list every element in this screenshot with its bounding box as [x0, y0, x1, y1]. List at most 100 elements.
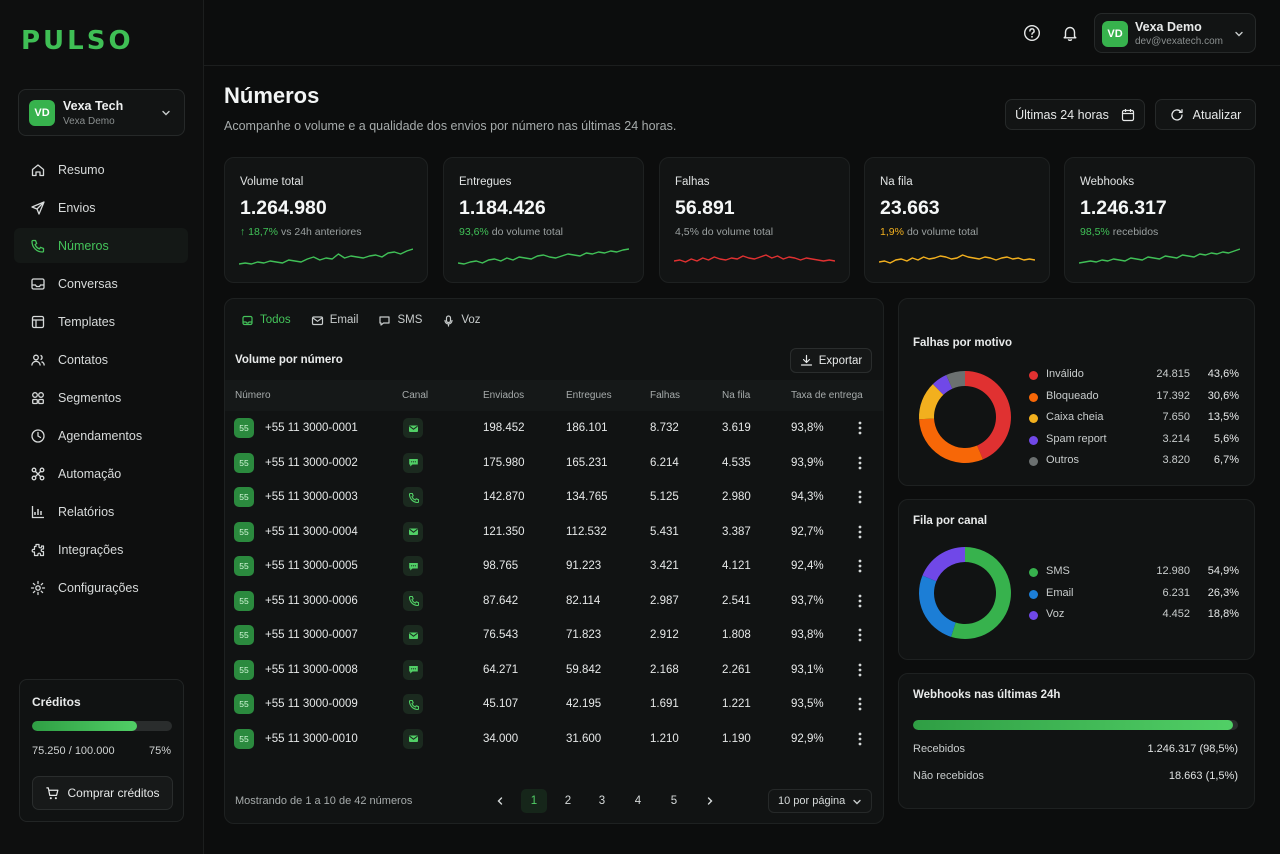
sent-count: 87.642	[483, 594, 519, 607]
refresh-button[interactable]: Atualizar	[1155, 99, 1256, 130]
bell-icon[interactable]	[1061, 24, 1079, 42]
more-options-icon[interactable]	[857, 696, 863, 712]
donut-slice-email[interactable]	[919, 575, 956, 637]
org-switcher[interactable]: VD Vexa Tech Vexa Demo	[18, 89, 185, 136]
more-options-icon[interactable]	[857, 593, 863, 609]
sidebar-item-segments[interactable]: Segmentos	[14, 380, 188, 415]
tab-sms[interactable]: SMS	[378, 312, 422, 328]
more-options-icon[interactable]	[857, 662, 863, 678]
more-options-icon[interactable]	[857, 524, 863, 540]
table-row[interactable]: 55 +55 11 3000-0009 45.107 42.195 1.691 1.221…	[225, 687, 883, 722]
sidebar-item-home[interactable]: Resumo	[14, 152, 188, 187]
column-header[interactable]: Falhas	[650, 390, 681, 401]
kpi-highlight: 1,9%	[880, 226, 904, 238]
channel-badge	[403, 590, 423, 611]
sidebar-item-phone[interactable]: Números	[14, 228, 188, 263]
donut-slice-outros[interactable]	[946, 371, 965, 389]
more-options-icon[interactable]	[857, 489, 863, 505]
legend-label: Spam report	[1046, 432, 1107, 445]
buy-credits-label: Comprar créditos	[67, 786, 160, 800]
more-options-icon[interactable]	[857, 731, 863, 747]
donut-slice-voz[interactable]	[922, 547, 965, 582]
failed-count: 2.912	[650, 629, 679, 641]
more-options-icon[interactable]	[857, 627, 863, 643]
donut-slice-spam-report[interactable]	[932, 375, 953, 395]
sidebar-item-gear[interactable]: Configurações	[14, 570, 188, 605]
sidebar-item-inbox[interactable]: Conversas	[14, 266, 188, 301]
queue-donut-chart	[919, 547, 1011, 639]
per-page-select[interactable]: 10 por página	[768, 789, 872, 813]
more-options-icon[interactable]	[857, 558, 863, 574]
kpi-value: 23.663	[880, 197, 940, 219]
user-avatar: VD	[1102, 21, 1128, 47]
next-page-button[interactable]	[697, 789, 723, 813]
automation-icon	[31, 467, 45, 480]
tab-voz[interactable]: Voz	[442, 312, 481, 328]
export-button[interactable]: Exportar	[790, 348, 872, 373]
donut-slice-bloqueado[interactable]	[919, 418, 983, 463]
sidebar-item-clock[interactable]: Agendamentos	[14, 418, 188, 453]
column-header[interactable]: Canal	[402, 390, 429, 401]
table-row[interactable]: 55 +55 11 3000-0010 34.000 31.600 1.210 1.190…	[225, 722, 883, 757]
table-row[interactable]: 55 +55 11 3000-0007 76.543 71.823 2.912 1.808…	[225, 618, 883, 653]
user-menu[interactable]: VD Vexa Demo dev@vexatech.com	[1094, 13, 1256, 53]
sent-count: 142.870	[483, 491, 525, 503]
page-5-button[interactable]: 5	[670, 795, 678, 807]
legend-label: Inválido	[1046, 368, 1084, 380]
sidebar-item-chart[interactable]: Relatórios	[14, 494, 188, 529]
failed-count: 5.125	[650, 491, 679, 503]
webhooks-card: Webhooks nas últimas 24h Recebidos 1.246…	[898, 673, 1255, 809]
donut-slice-caixa-cheia[interactable]	[919, 384, 944, 420]
column-header[interactable]: Na fila	[722, 390, 751, 401]
table-row[interactable]: 55 +55 11 3000-0003 142.870 134.765 5.125 2.9…	[225, 480, 883, 515]
sidebar-item-puzzle[interactable]: Integrações	[14, 532, 188, 567]
buy-credits-button[interactable]: Comprar créditos	[32, 776, 173, 810]
donut-slice-inválido[interactable]	[965, 371, 1011, 460]
sidebar-item-template[interactable]: Templates	[14, 304, 188, 339]
more-options-icon[interactable]	[857, 455, 863, 471]
tab-email[interactable]: Email	[311, 312, 358, 328]
more-options-icon[interactable]	[857, 420, 863, 436]
legend-percent: 5,6%	[1213, 432, 1239, 445]
legend-label: Outros	[1046, 454, 1080, 466]
table-row[interactable]: 55 +55 11 3000-0004 121.350 112.532 5.431 3.3…	[225, 515, 883, 550]
column-header[interactable]: Taxa de entrega	[791, 390, 863, 401]
kpi-value: 1.264.980	[240, 197, 327, 219]
page-2-button[interactable]: 2	[564, 795, 572, 807]
donut-slice-sms[interactable]	[951, 547, 1011, 639]
column-header[interactable]: Entregues	[566, 390, 612, 401]
tab-todos[interactable]: Todos	[241, 312, 291, 328]
table-row[interactable]: 55 +55 11 3000-0008 64.271 59.842 2.168 2.261…	[225, 653, 883, 688]
column-header[interactable]: Enviados	[483, 390, 525, 401]
page-1-button[interactable]: 1	[521, 789, 547, 813]
chevron-left-icon	[497, 797, 503, 805]
date-range-label: Últimas 24 horas	[1015, 107, 1109, 122]
date-range-picker[interactable]: Últimas 24 horas	[1005, 99, 1145, 130]
sent-count: 98.765	[483, 560, 519, 572]
inbox-icon	[31, 277, 45, 290]
kpi-note-text: recebidos	[1112, 226, 1159, 238]
table-row[interactable]: 55 +55 11 3000-0005 98.765 91.223 3.421 4.121…	[225, 549, 883, 584]
table-row[interactable]: 55 +55 11 3000-0006 87.642 82.114 2.987 2.541…	[225, 584, 883, 619]
brand-logo[interactable]: PULSO	[21, 26, 134, 56]
sidebar-item-users[interactable]: Contatos	[14, 342, 188, 377]
sms-icon	[408, 459, 418, 467]
legend-dot	[1029, 589, 1038, 599]
sidebar-item-send[interactable]: Envios	[14, 190, 188, 225]
kpi-value: 1.246.317	[1080, 197, 1167, 219]
table-row[interactable]: 55 +55 11 3000-0001 198.452 186.101 8.732 3.6…	[225, 411, 883, 446]
failed-count: 2.987	[650, 594, 679, 607]
previous-page-button[interactable]	[487, 789, 513, 813]
sidebar-item-automation[interactable]: Automação	[14, 456, 188, 491]
legend-value: 3.820	[1162, 454, 1190, 466]
page-4-button[interactable]: 4	[634, 795, 642, 807]
org-sub: Vexa Demo	[63, 116, 115, 127]
country-code-badge: 55	[234, 452, 254, 473]
queued-count: 3.387	[722, 525, 751, 538]
help-icon[interactable]	[1023, 24, 1041, 42]
table-row[interactable]: 55 +55 11 3000-0002 175.980 165.231 6.214 4.5…	[225, 446, 883, 481]
column-header[interactable]: Número	[235, 390, 271, 401]
page-3-button[interactable]: 3	[598, 795, 606, 807]
country-code-badge: 55	[234, 728, 254, 749]
kpi-card: Entregues 1.184.426 93,6% do volume total	[443, 157, 644, 283]
